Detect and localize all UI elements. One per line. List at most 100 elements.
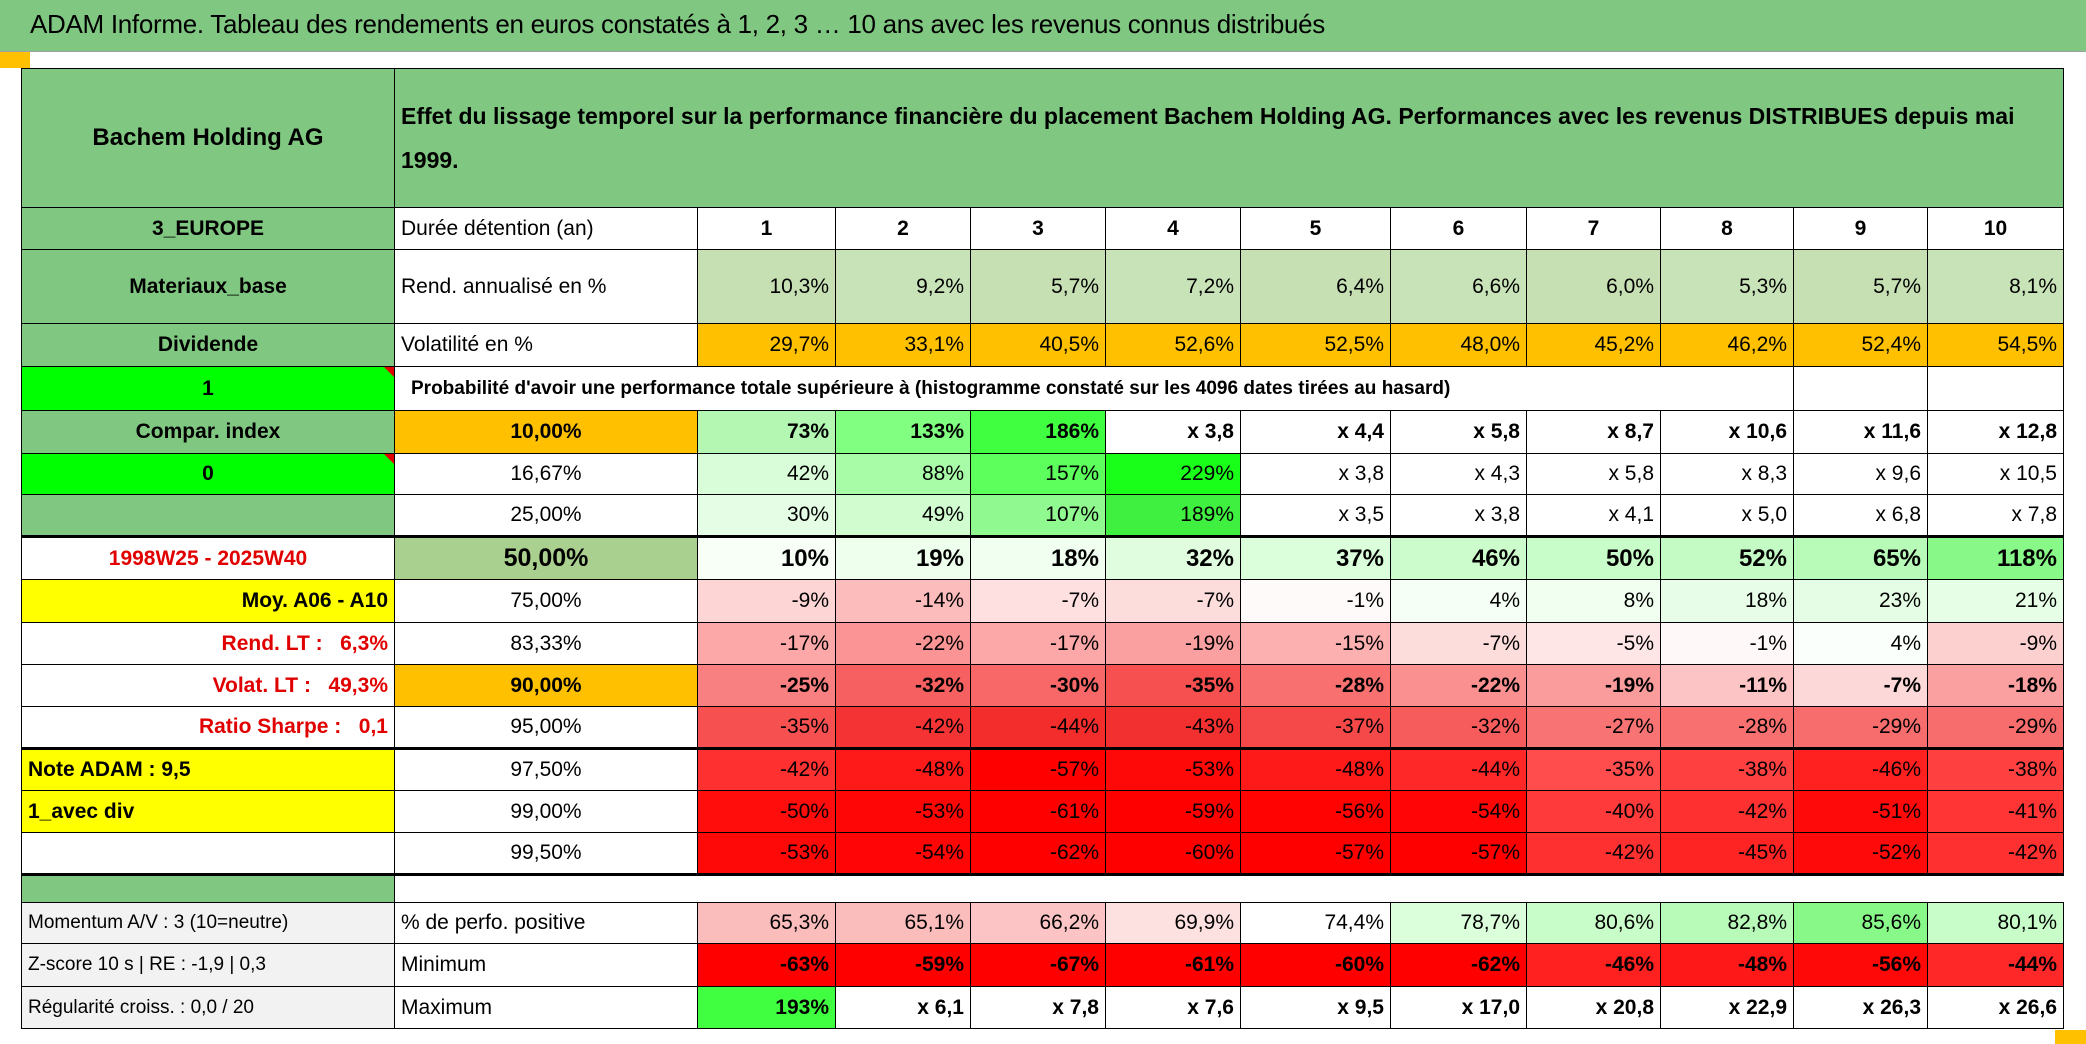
return-cell: 9,2% (835, 249, 971, 324)
percentile-value-cell: x 10,5 (1927, 453, 2064, 495)
year-header: 4 (1105, 207, 1241, 250)
stats-value-cell: x 26,3 (1793, 986, 1928, 1029)
percentile-value-cell: -7% (1793, 664, 1928, 707)
region-label: 3_EUROPE (21, 207, 395, 250)
percentile-value-cell: -9% (1927, 622, 2064, 665)
table-description: Effet du lissage temporel sur la perform… (394, 68, 2064, 208)
percentile-threshold: 95,00% (394, 706, 698, 749)
stats-value-cell: 80,6% (1526, 902, 1661, 944)
percentile-threshold: 97,50% (394, 747, 698, 791)
return-cell: 10,3% (697, 249, 836, 324)
performance-table: Bachem Holding AG Effet du lissage tempor… (21, 68, 2064, 1029)
percentile-threshold: 99,50% (394, 832, 698, 875)
stats-value-cell: -60% (1240, 943, 1391, 987)
stats-value-cell: -46% (1526, 943, 1661, 987)
percentile-value-cell: -57% (1390, 832, 1527, 875)
percentile-value-cell: 52% (1660, 535, 1794, 580)
comment-indicator-icon[interactable] (384, 367, 394, 377)
stats-value-cell: -48% (1660, 943, 1794, 987)
percentile-value-cell: x 7,8 (1927, 494, 2064, 537)
percentile-value-cell: -17% (970, 622, 1106, 665)
percentile-value-cell: 32% (1105, 535, 1241, 580)
stats-label: % de perfo. positive (394, 902, 698, 944)
percentile-value-cell: x 4,3 (1390, 453, 1527, 495)
stats-value-cell: 80,1% (1927, 902, 2064, 944)
stats-value-cell: x 9,5 (1240, 986, 1391, 1029)
year-header: 1 (697, 207, 836, 250)
percentile-value-cell: x 10,6 (1660, 410, 1794, 454)
side-info-cell[interactable]: 0 (21, 453, 395, 495)
return-cell: 5,7% (970, 249, 1106, 324)
cell-marker (2055, 1030, 2086, 1044)
percentile-value-cell: x 6,8 (1793, 494, 1928, 537)
percentile-value-cell: -28% (1660, 706, 1794, 749)
percentile-value-cell: -61% (970, 790, 1106, 833)
percentile-value-cell: 46% (1390, 535, 1527, 580)
probability-flag[interactable]: 1 (21, 366, 395, 411)
return-cell: 5,3% (1660, 249, 1794, 324)
side-metric-cell: Régularité croiss. : 0,0 / 20 (21, 986, 395, 1029)
percentile-value-cell: -59% (1105, 790, 1241, 833)
stats-value-cell: x 22,9 (1660, 986, 1794, 1029)
percentile-value-cell: -48% (1240, 747, 1391, 791)
sector-label: Materiaux_base (21, 249, 395, 324)
empty-cell (1927, 366, 2064, 411)
percentile-value-cell: x 5,8 (1390, 410, 1527, 454)
percentile-value-cell: -29% (1927, 706, 2064, 749)
percentile-value-cell: -60% (1105, 832, 1241, 875)
percentile-value-cell: 229% (1105, 453, 1241, 495)
percentile-threshold: 90,00% (394, 664, 698, 707)
percentile-value-cell: x 12,8 (1927, 410, 2064, 454)
stats-value-cell: -62% (1390, 943, 1527, 987)
percentile-value-cell: -32% (835, 664, 971, 707)
percentile-row: Note ADAM : 9,5 97,50% -42% -48% -57% -53% -48… (21, 747, 2064, 791)
stats-value-cell: 74,4% (1240, 902, 1391, 944)
side-info-cell: Rend. LT : 6,3% (21, 622, 395, 665)
percentile-threshold: 83,33% (394, 622, 698, 665)
stats-value-cell: x 26,6 (1927, 986, 2064, 1029)
side-info-cell (21, 832, 395, 875)
percentile-value-cell: -56% (1240, 790, 1391, 833)
percentile-value-cell: -42% (697, 747, 836, 791)
stats-value-cell: 69,9% (1105, 902, 1241, 944)
percentile-value-cell: -48% (835, 747, 971, 791)
percentile-value-cell: x 5,0 (1660, 494, 1794, 537)
percentile-value-cell: -35% (1105, 664, 1241, 707)
comment-indicator-icon[interactable] (384, 454, 394, 464)
empty-cell (1793, 366, 1928, 411)
percentile-value-cell: -1% (1660, 622, 1794, 665)
percentile-value-cell: -57% (1240, 832, 1391, 875)
percentile-value-cell: 37% (1240, 535, 1391, 580)
stats-value-cell: 66,2% (970, 902, 1106, 944)
percentile-value-cell: -11% (1660, 664, 1794, 707)
percentile-value-cell: 189% (1105, 494, 1241, 537)
percentile-row: Compar. index 10,00% 73% 133% 186% x 3,8 x 4,4… (21, 410, 2064, 454)
year-header: 9 (1793, 207, 1928, 250)
percentile-value-cell: x 3,5 (1240, 494, 1391, 537)
return-cell: 6,4% (1240, 249, 1391, 324)
stats-label: Minimum (394, 943, 698, 987)
percentile-value-cell: -15% (1240, 622, 1391, 665)
volatility-cell: 52,5% (1240, 323, 1391, 367)
percentile-value-cell: -32% (1390, 706, 1527, 749)
percentile-value-cell: -57% (970, 747, 1106, 791)
side-info-cell: Volat. LT : 49,3% (21, 664, 395, 707)
percentile-value-cell: -7% (1105, 579, 1241, 623)
percentile-value-cell: -35% (1526, 747, 1661, 791)
cell-marker (0, 52, 30, 68)
spacer-cell (21, 873, 395, 903)
stats-row: Momentum A/V : 3 (10=neutre)% de perfo. … (21, 902, 2064, 944)
year-header: 6 (1390, 207, 1527, 250)
report-title-bar: ADAM Informe. Tableau des rendements en … (0, 0, 2086, 52)
stats-value-cell: -67% (970, 943, 1106, 987)
percentile-row: Rend. LT : 6,3% 83,33% -17% -22% -17% -19% -15… (21, 622, 2064, 665)
company-name: Bachem Holding AG (21, 68, 395, 208)
report-title: ADAM Informe. Tableau des rendements en … (30, 9, 1326, 39)
percentile-value-cell: -30% (970, 664, 1106, 707)
percentile-value-cell: -42% (1526, 832, 1661, 875)
percentile-value-cell: 133% (835, 410, 971, 454)
percentile-threshold: 25,00% (394, 494, 698, 537)
percentile-row: 1998W25 - 2025W40 50,00% 10% 19% 18% 32% 37% 46… (21, 535, 2064, 580)
percentile-value-cell: -42% (1927, 832, 2064, 875)
percentile-value-cell: x 8,7 (1526, 410, 1661, 454)
